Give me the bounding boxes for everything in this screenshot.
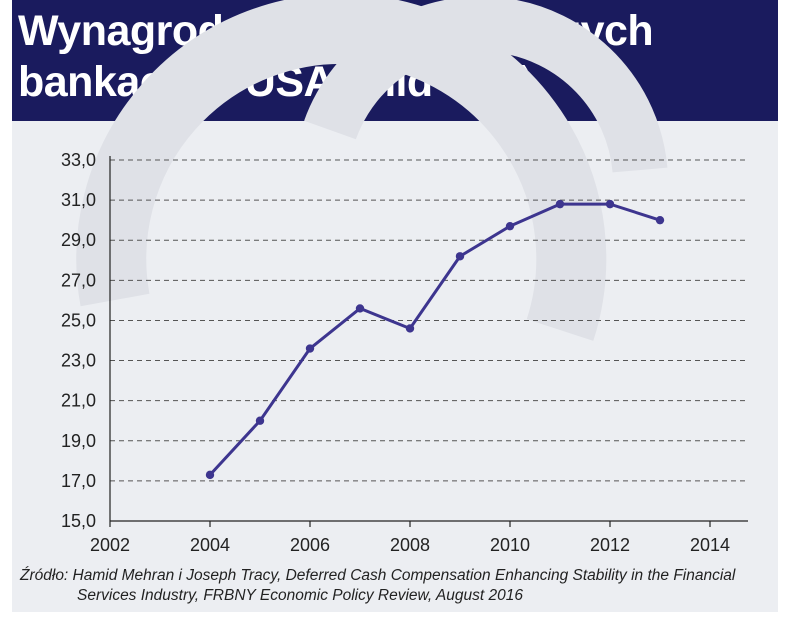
y-tick-label: 23,0 [61, 351, 96, 371]
y-tick-label: 33,0 [61, 150, 96, 170]
data-point [455, 252, 465, 261]
data-point [405, 324, 415, 333]
watermark-logo [76, 0, 668, 341]
source-line2: Services Industry, FRBNY Economic Policy… [77, 587, 523, 604]
chart-axes [109, 156, 748, 527]
x-tick-label: 2012 [590, 535, 630, 555]
y-tick-label: 19,0 [61, 431, 96, 451]
y-tick-label: 31,0 [61, 190, 96, 210]
data-point [505, 221, 515, 231]
data-point [305, 344, 315, 353]
source-note: Źródło: Hamid Mehran i Joseph Tracy, Def… [20, 566, 770, 606]
data-point [355, 304, 365, 313]
data-point [605, 199, 615, 209]
x-tick-label: 2010 [490, 535, 530, 555]
series-line [208, 202, 661, 476]
x-axis-labels: 2002 2004 2006 2008 2010 2012 2014 [90, 535, 730, 555]
x-tick-label: 2004 [190, 535, 230, 555]
x-tick-label: 2006 [290, 535, 330, 555]
y-tick-label: 29,0 [61, 230, 96, 250]
y-tick-label: 27,0 [61, 270, 96, 290]
y-axis-labels: 15,0 17,0 19,0 21,0 23,0 25,0 27,0 29,0 31,0 33,0 [61, 150, 96, 531]
x-tick-label: 2002 [90, 535, 130, 555]
y-tick-label: 15,0 [61, 511, 96, 531]
data-point [655, 215, 665, 225]
watermark-arc [304, 0, 668, 173]
x-tick-label: 2014 [690, 535, 730, 555]
data-point [255, 416, 265, 425]
x-tick-label: 2008 [390, 535, 430, 555]
data-series [205, 199, 665, 480]
y-tick-label: 17,0 [61, 471, 96, 491]
data-point [555, 199, 565, 209]
source-line1: Źródło: Hamid Mehran i Joseph Tracy, Def… [20, 567, 736, 584]
chart-grid [110, 159, 748, 482]
y-tick-label: 25,0 [61, 310, 96, 330]
data-point [205, 470, 215, 480]
watermark-arc [76, 0, 607, 341]
y-tick-label: 21,0 [61, 391, 96, 411]
